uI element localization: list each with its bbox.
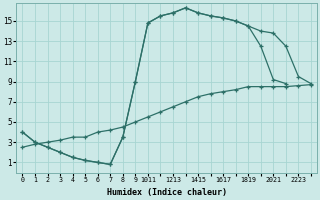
X-axis label: Humidex (Indice chaleur): Humidex (Indice chaleur) bbox=[107, 188, 227, 197]
